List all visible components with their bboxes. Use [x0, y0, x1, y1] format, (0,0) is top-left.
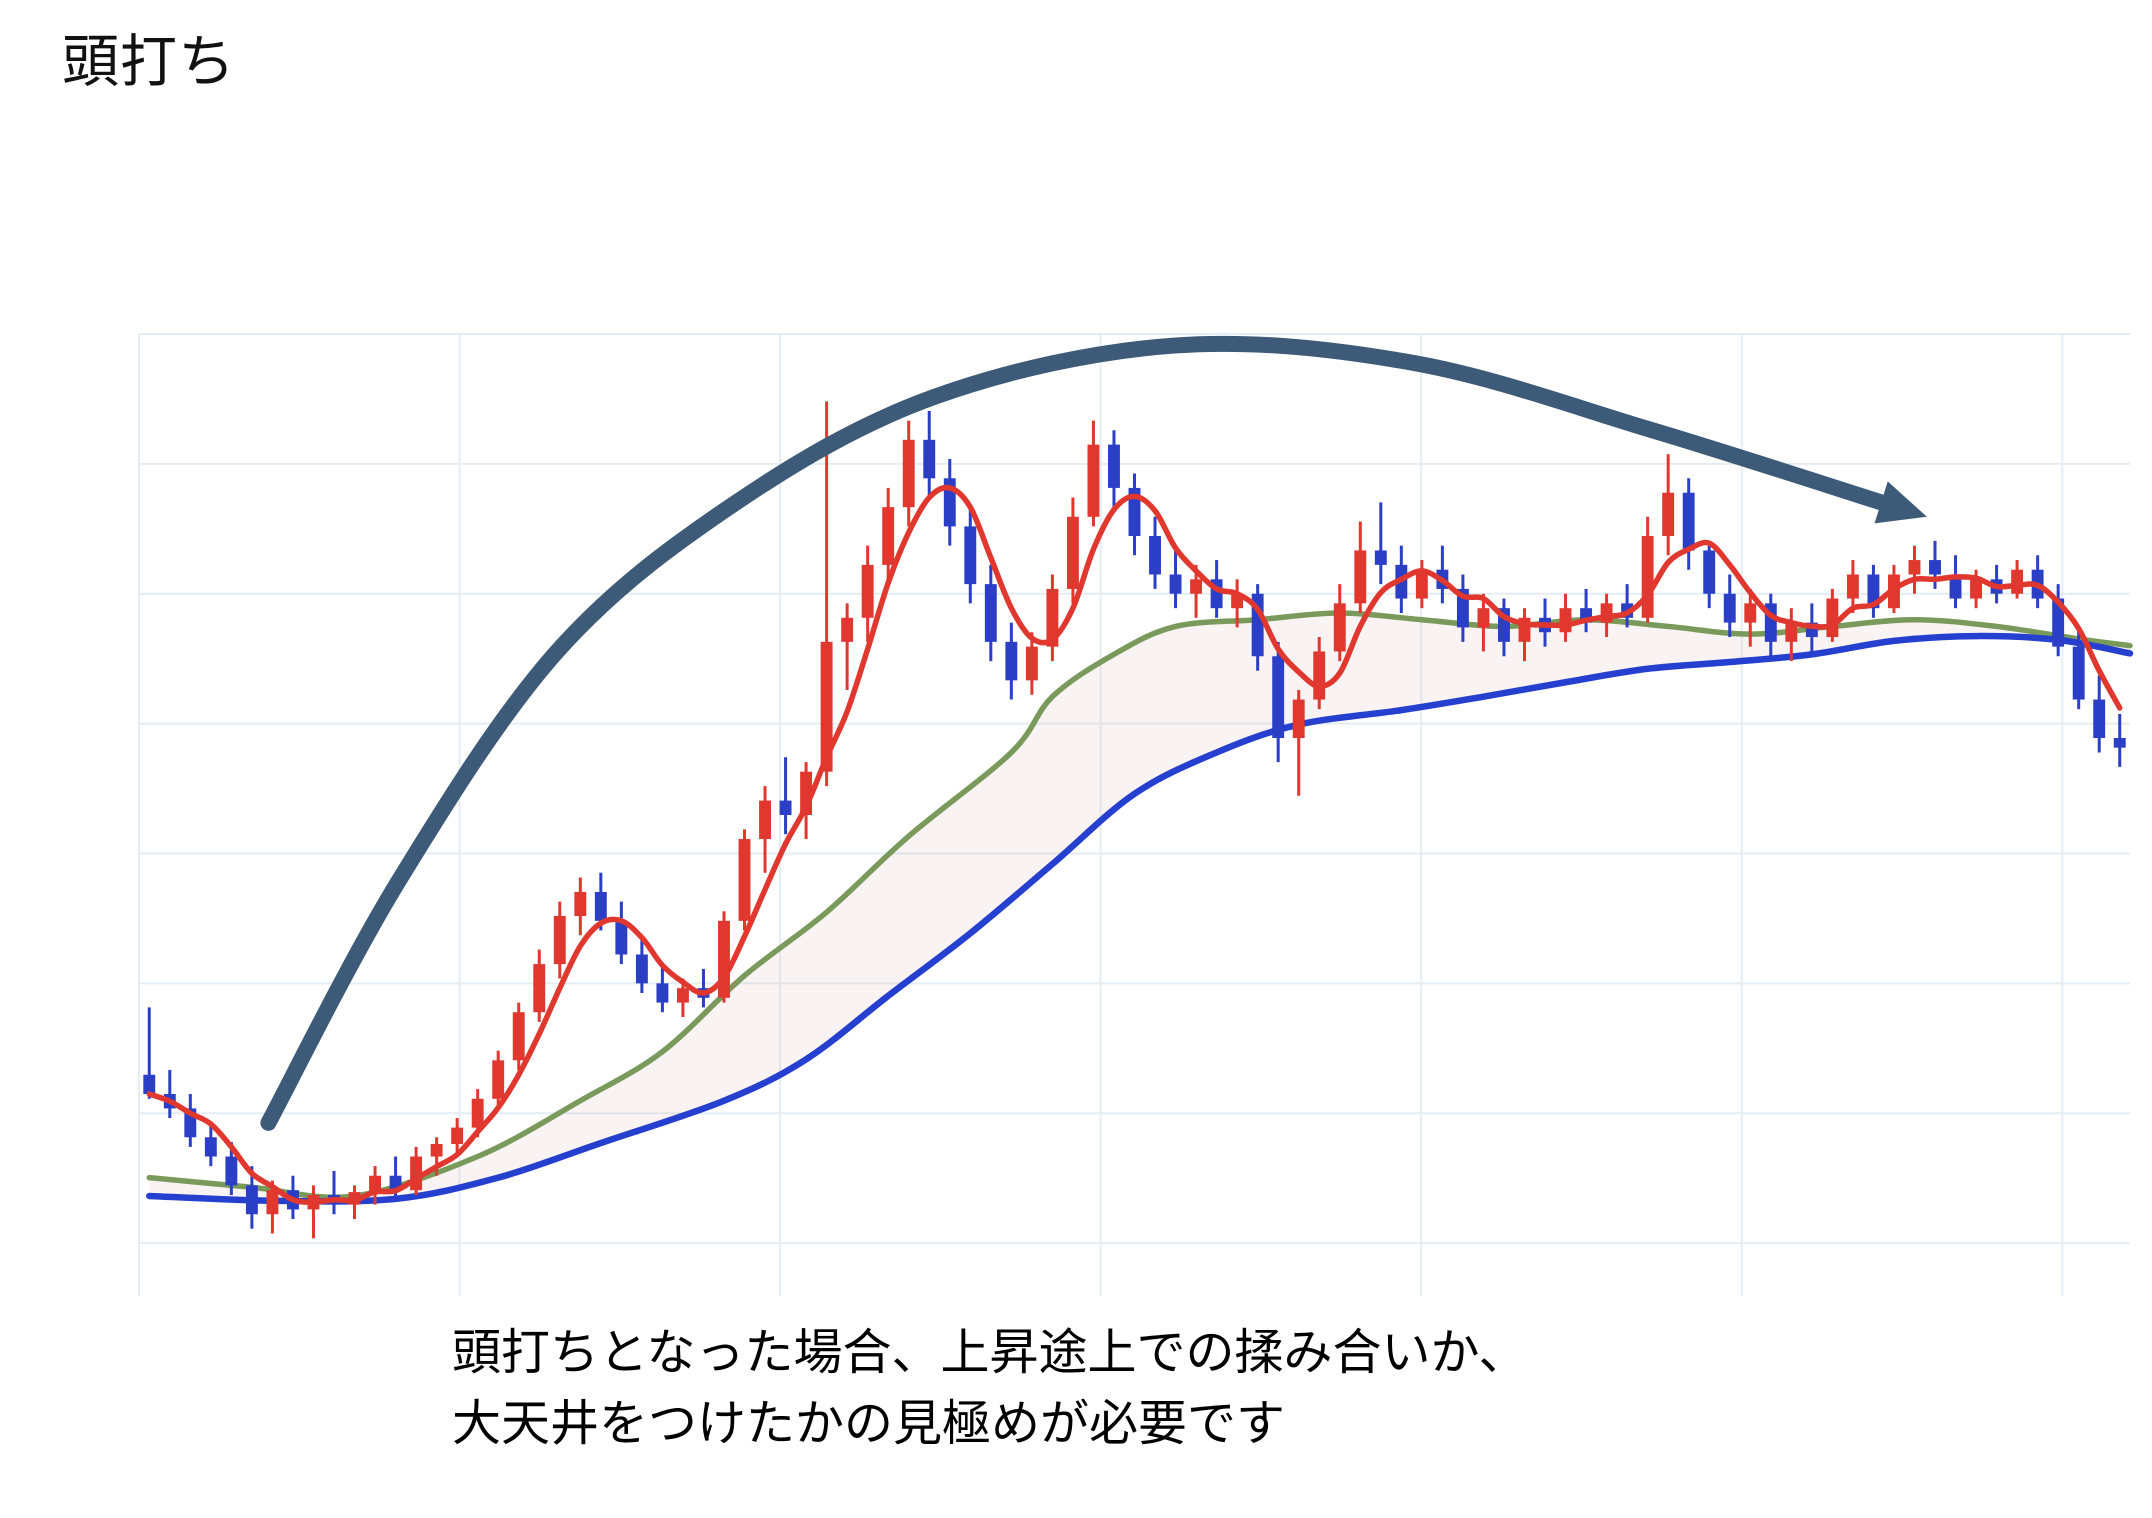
candle-body: [492, 1060, 505, 1099]
candle-body: [410, 1156, 423, 1191]
candle-body: [882, 507, 895, 565]
candle-body: [204, 1137, 217, 1157]
candle-body: [369, 1175, 381, 1193]
candle-body: [1415, 569, 1428, 599]
page-title: 頭打ち: [62, 30, 236, 94]
candle-body: [1498, 608, 1510, 642]
candle-body: [1251, 593, 1264, 657]
candle-body: [553, 916, 566, 965]
candle-body: [1744, 603, 1757, 623]
candle-body: [1354, 550, 1367, 604]
candle-body: [902, 439, 915, 508]
candle-body: [615, 920, 628, 955]
candle-body: [759, 800, 771, 840]
candle-body: [820, 641, 833, 772]
candle-body: [676, 988, 689, 1003]
candle-body: [1046, 588, 1059, 647]
candle-body: [861, 564, 874, 618]
candle-body: [1970, 579, 1983, 599]
candle-body: [533, 964, 546, 1013]
candle-body: [1641, 536, 1654, 618]
candle-body: [2052, 598, 2065, 647]
candle-body: [184, 1108, 197, 1138]
candle-body: [718, 920, 730, 998]
candle-body: [1929, 560, 1941, 575]
candle-body: [1805, 622, 1818, 638]
candle-body: [1559, 608, 1572, 633]
candle-body: [1374, 550, 1387, 565]
candle-body: [800, 771, 813, 815]
candle-body: [1231, 593, 1244, 609]
candle-body: [1703, 550, 1716, 594]
candle-body: [738, 839, 751, 921]
chart-caption: 頭打ちとなった場合、上昇途上での揉み合いか、 大天井をつけたかの見極めが必要です: [452, 1318, 1528, 1459]
candle-body: [1005, 641, 1018, 681]
band-lower-line: [146, 632, 2134, 1205]
candle-body: [1846, 574, 1859, 599]
candle-body: [635, 954, 648, 984]
candle-body: [943, 478, 956, 527]
candle-body: [841, 617, 854, 642]
candle-body: [1580, 608, 1593, 623]
candle-body: [1785, 622, 1798, 642]
trend-arrow-curve: [260, 335, 1890, 1131]
candle-body: [1128, 487, 1141, 537]
candle-body: [430, 1144, 443, 1157]
candle-body: [225, 1156, 238, 1186]
candle-body: [512, 1012, 525, 1061]
candle-body: [984, 584, 997, 642]
candle-body: [389, 1175, 402, 1191]
band-fill: [149, 612, 2130, 1202]
trend-arrow: [260, 335, 1927, 1131]
candle-body: [1682, 492, 1695, 551]
candle-body: [656, 983, 669, 1003]
candle-body: [1066, 516, 1079, 589]
candle-body: [1456, 588, 1469, 628]
candle-body: [1518, 617, 1531, 642]
candle-body: [1210, 579, 1223, 609]
candle-body: [266, 1190, 279, 1215]
candle-body: [1949, 574, 1962, 599]
candle-body: [2093, 699, 2106, 739]
candle-body: [574, 891, 587, 917]
candle-body: [923, 439, 936, 479]
candle-body: [1149, 536, 1161, 575]
candle-body: [245, 1185, 258, 1215]
candle-body: [1867, 574, 1880, 609]
candle-body: [1292, 699, 1305, 739]
candle-body: [2113, 738, 2126, 748]
fast-ma-layer: [146, 484, 2123, 1205]
candle-body: [1908, 560, 1921, 575]
candle-body: [1169, 574, 1182, 594]
candle-body: [1662, 492, 1675, 537]
candle-body: [594, 891, 607, 921]
candle-body: [1764, 603, 1777, 642]
candle-body: [1723, 593, 1736, 623]
candle-body: [779, 800, 792, 815]
candle-body: [1087, 444, 1100, 517]
candle-body: [1826, 598, 1839, 638]
band-fill-layer: [149, 612, 2130, 1202]
grid-lines: [138, 333, 2130, 1296]
trend-arrow-head: [1874, 481, 1927, 524]
candle-body: [1190, 579, 1203, 594]
candle-body: [1108, 444, 1120, 488]
candle-body: [1272, 656, 1285, 739]
candle-body: [1333, 603, 1346, 652]
fast-ma-line: [146, 484, 2123, 1205]
candle-body: [471, 1098, 484, 1128]
candle-body: [451, 1127, 464, 1145]
candle-body: [2011, 569, 2024, 594]
candle-body: [1477, 608, 1490, 628]
candle-body: [2072, 646, 2085, 700]
candle-body: [1025, 646, 1038, 681]
caption-line-1: 頭打ちとなった場合、上昇途上での揉み合いか、: [452, 1326, 1528, 1380]
candle-body: [1313, 651, 1326, 700]
caption-line-2: 大天井をつけたかの見極めが必要です: [452, 1396, 1286, 1451]
candle-body: [143, 1074, 156, 1094]
candle-body: [1600, 603, 1613, 623]
candle-body: [964, 526, 977, 585]
